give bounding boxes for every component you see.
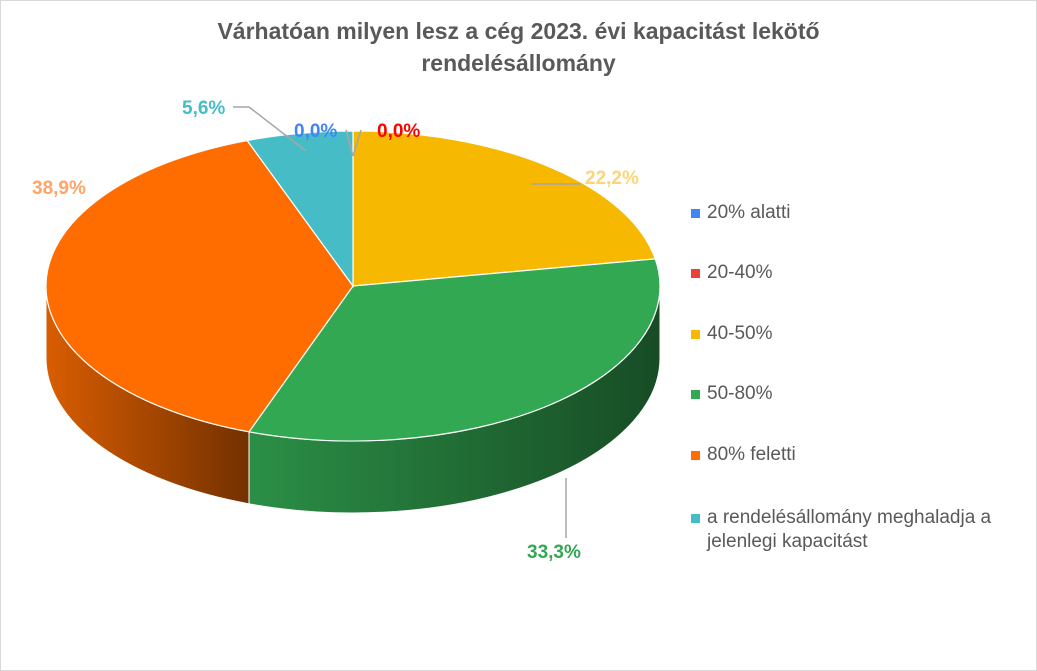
legend-label: 50-80% [707,383,773,404]
legend-label: a rendelésállomány meghaladja a jelenleg… [707,507,992,552]
data-label-2: 22,2% [585,168,639,189]
data-label-0: 0,0% [294,121,337,142]
data-label-5: 5,6% [182,98,225,119]
legend-label: 40-50% [707,323,773,344]
legend-item-0: 20% alatti [691,201,1027,225]
legend-swatch [691,390,700,399]
legend-swatch [691,514,700,523]
data-label-1: 0,0% [377,121,420,142]
pie-slice-5 [246,130,354,288]
data-label-4: 38,9% [32,178,86,199]
legend-label: 20% alatti [707,202,791,223]
data-label-3: 33,3% [527,542,581,563]
leader-line-5 [233,106,307,152]
pie-slice-3 [247,258,661,442]
legend-swatch [691,451,700,460]
leader-line-1 [352,129,362,157]
pie-slice-4 [45,139,354,433]
leader-line-0 [345,129,354,157]
legend-item-1: 20-40% [691,261,1027,285]
legend-label: 20-40% [707,262,773,283]
legend-swatch [691,269,700,278]
legend-swatch [691,209,700,218]
legend-item-3: 50-80% [691,382,1027,406]
chart-title: Várhatóan milyen lesz a cég 2023. évi ka… [1,15,1036,79]
chart-title-line-1: Várhatóan milyen lesz a cég 2023. évi ka… [217,18,820,44]
pie-slice-2 [352,130,657,287]
legend-item-2: 40-50% [691,322,1027,346]
legend-item-5: a rendelésállomány meghaladja a jelenleg… [691,506,1027,554]
legend-item-4: 80% feletti [691,443,1027,467]
chart-title-line-2: rendelésállomány [421,50,616,76]
legend-swatch [691,330,700,339]
legend-label: 80% feletti [707,444,796,465]
